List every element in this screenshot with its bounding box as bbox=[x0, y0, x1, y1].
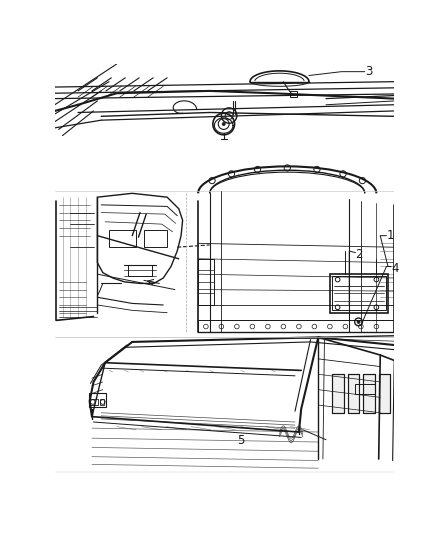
Bar bbox=[332, 277, 386, 310]
Text: 3: 3 bbox=[365, 65, 372, 78]
Bar bbox=[100, 399, 104, 405]
Polygon shape bbox=[57, 193, 183, 320]
Bar bbox=[379, 374, 390, 413]
Text: 2: 2 bbox=[356, 248, 363, 261]
Bar bbox=[363, 374, 375, 413]
Bar bbox=[55, 336, 394, 474]
Bar bbox=[198, 259, 214, 305]
Text: 4: 4 bbox=[391, 262, 399, 274]
Circle shape bbox=[222, 123, 225, 126]
Bar bbox=[348, 374, 359, 413]
Bar bbox=[198, 320, 394, 332]
Bar bbox=[128, 265, 152, 276]
Bar bbox=[379, 374, 390, 413]
Bar bbox=[332, 374, 344, 413]
Bar bbox=[144, 230, 167, 247]
Bar bbox=[363, 374, 375, 413]
Bar bbox=[90, 399, 98, 405]
Bar bbox=[356, 384, 375, 393]
Bar bbox=[290, 91, 297, 97]
Bar bbox=[89, 393, 106, 407]
Bar bbox=[332, 374, 344, 413]
Bar bbox=[348, 374, 359, 413]
Bar bbox=[330, 274, 388, 313]
Text: 5: 5 bbox=[237, 434, 245, 447]
Text: 1: 1 bbox=[386, 229, 394, 242]
Polygon shape bbox=[198, 191, 394, 332]
Circle shape bbox=[357, 320, 360, 324]
Bar bbox=[109, 230, 136, 247]
Bar bbox=[55, 64, 394, 193]
